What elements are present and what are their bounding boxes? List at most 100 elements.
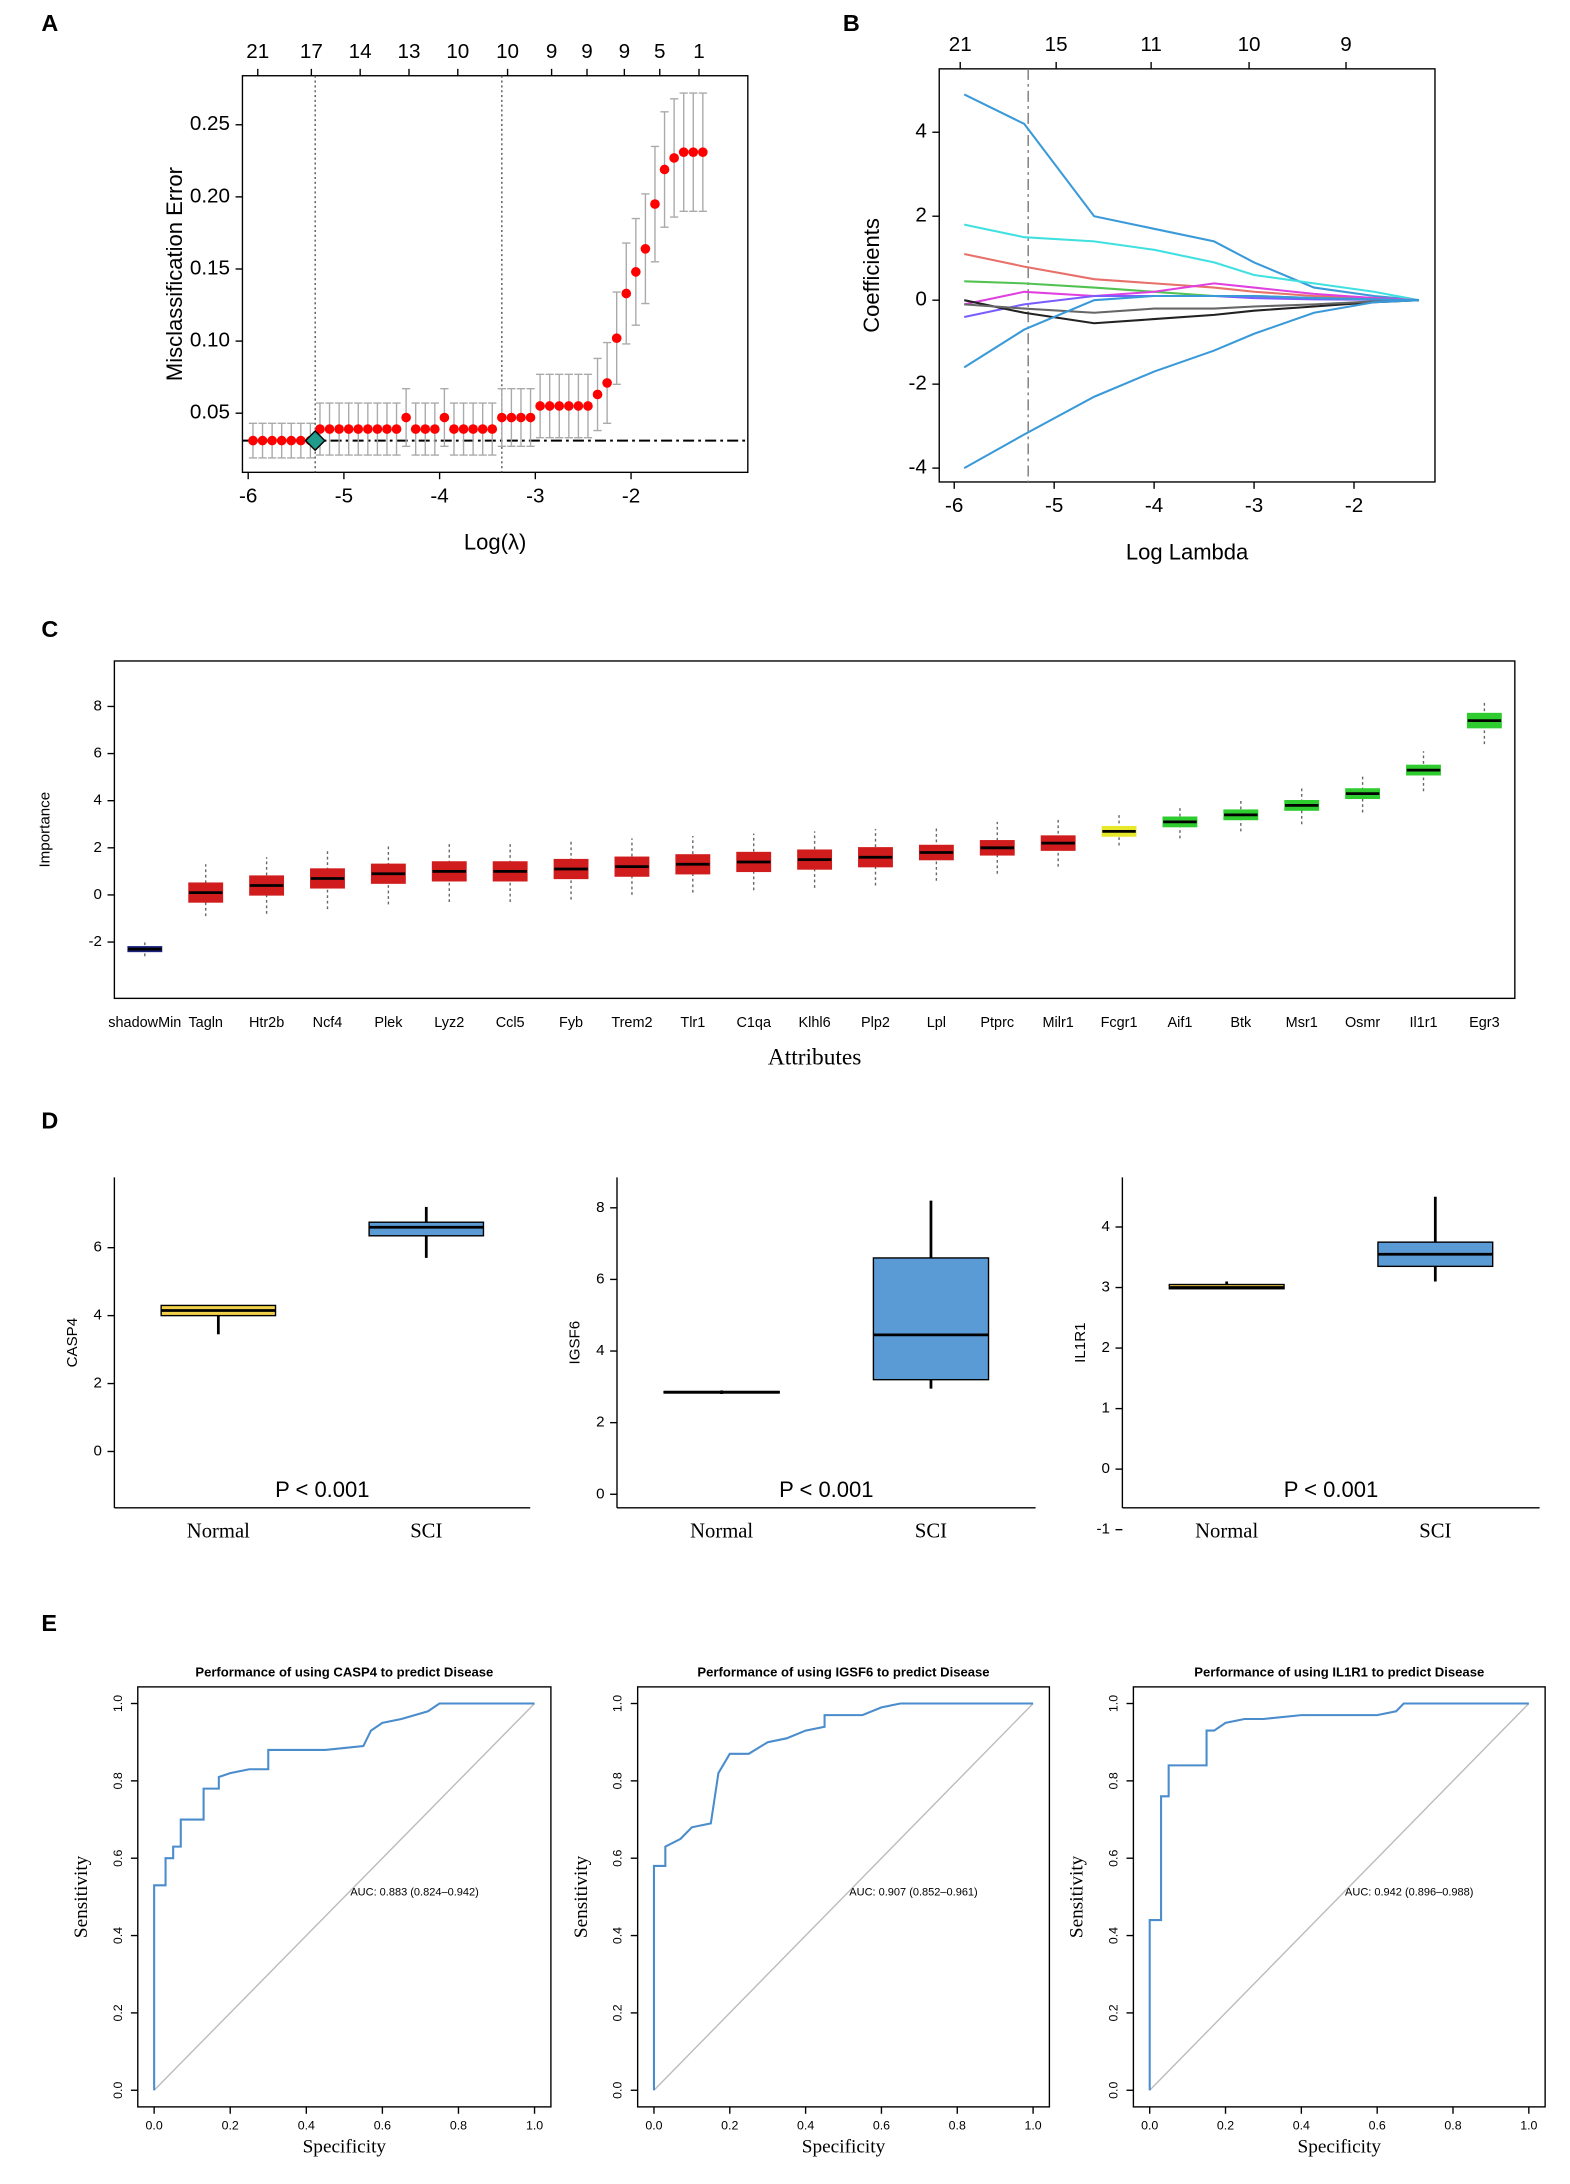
point [439,412,450,423]
x-tick-label: -2 [1345,494,1363,517]
x-tick-label: -5 [335,485,353,508]
x-tick-label: Lyz2 [434,1015,464,1031]
x-tick-label: 1.0 [526,2118,543,2132]
y-axis-label: Sensitivity [1067,1855,1088,1938]
y-tick-label: 4 [1102,1218,1110,1235]
x-tick-label: Lpl [927,1015,946,1031]
x-tick-label: 0.8 [1444,2118,1461,2132]
x-tick-label: Fcgr1 [1101,1015,1138,1031]
point [382,424,392,434]
roc-curve [1148,1702,1529,2091]
point [315,424,325,434]
y-tick-label: 2 [915,204,926,227]
y-tick-label: 0.0 [611,2082,625,2099]
y-axis-label: Sensitivity [71,1855,92,1938]
point [391,424,402,434]
x-tick-label: 0.6 [873,2118,890,2132]
x-tick-label: Normal [1195,1520,1258,1542]
top-tick-label: 21 [246,40,269,63]
x-tick-label: -4 [430,485,448,508]
point [286,435,297,446]
plot-frame [241,75,749,474]
plot-frame [113,660,1516,1000]
x-tick-label: SCI [410,1520,442,1542]
x-tick-label: -2 [622,485,640,508]
x-tick-label: Osmr [1345,1015,1380,1031]
y-tick-label: 4 [94,792,102,809]
top-tick-label: 13 [398,40,421,63]
y-axis-label: Misclassification Error [162,167,187,381]
point [564,401,574,411]
y-axis-label: Sensitivity [571,1855,592,1938]
x-tick-label: 0.0 [645,2118,662,2132]
x-tick-label: Fyb [559,1015,583,1031]
y-tick-label: 4 [94,1307,102,1324]
x-tick-label: Ptprc [980,1015,1014,1031]
chart-title: Performance of using IL1R1 to predict Di… [1194,1665,1484,1680]
point [516,412,526,423]
x-tick-label: 0.2 [721,2118,738,2132]
x-tick-label: -3 [526,485,544,508]
y-tick-label: 4 [915,120,926,143]
top-tick-label: 10 [446,40,469,63]
x-tick-label: SCI [915,1520,947,1542]
x-axis-label: Log(λ) [464,530,526,555]
point [611,333,622,344]
x-tick-label: -5 [1045,494,1063,517]
x-tick-label: Trem2 [611,1015,652,1031]
x-tick-label: 0.0 [1141,2118,1158,2132]
point [592,389,603,400]
box [872,1257,990,1381]
x-tick-label: Il1r1 [1409,1015,1437,1031]
panel-label: E [41,1610,57,1636]
y-tick-label: 0 [94,1442,102,1459]
x-tick-label: Ccl5 [496,1015,525,1031]
reference-diagonal [653,1703,1034,2091]
y-tick-label: 6 [94,1239,102,1256]
y-tick-label: 4 [596,1342,604,1359]
x-tick-label: shadowMin [108,1015,181,1031]
x-tick-label: Milr1 [1043,1015,1074,1031]
x-tick-label: 0.8 [450,2118,467,2132]
y-axis-label: IL1R1 [1072,1322,1089,1362]
y-tick-label: 0 [1102,1460,1110,1477]
y-tick-label: 0 [596,1485,604,1502]
point [659,164,670,175]
top-tick-label: 9 [546,40,557,63]
y-axis-label: Coefficients [859,218,884,333]
top-tick-label: 21 [949,33,972,56]
x-tick-label: C1qa [736,1015,771,1031]
point [583,401,593,411]
box [368,1221,485,1237]
x-tick-label: Plp2 [861,1015,890,1031]
y-tick-label: 0.8 [611,1772,625,1789]
y-tick-label: 2 [94,1375,102,1392]
point [343,424,354,434]
point [535,401,545,411]
x-axis-label: Specificity [1298,2137,1382,2158]
series-line [964,223,1420,302]
point [334,424,344,434]
highlight-point [304,429,326,452]
x-tick-label: Aif1 [1167,1015,1192,1031]
point [401,412,411,423]
y-tick-label: 1.0 [611,1695,625,1712]
point [296,435,306,446]
y-tick-label: 1.0 [111,1695,125,1712]
y-tick-label: 8 [94,697,102,714]
top-tick-label: 1 [693,40,704,63]
x-tick-label: -6 [239,485,257,508]
point [506,412,517,423]
point [631,267,641,277]
y-tick-label: 0.4 [111,1927,125,1944]
panel-label: B [843,10,860,36]
reference-diagonal [1149,1703,1530,2091]
x-tick-label: 0.4 [1293,2118,1310,2132]
y-tick-label: 2 [94,839,102,856]
y-tick-label: 6 [596,1270,604,1287]
plot-frame [938,68,1436,483]
y-tick-label: 1 [1102,1400,1110,1417]
point [276,435,287,446]
point [430,424,440,434]
y-axis-label: IGSF6 [567,1321,584,1365]
